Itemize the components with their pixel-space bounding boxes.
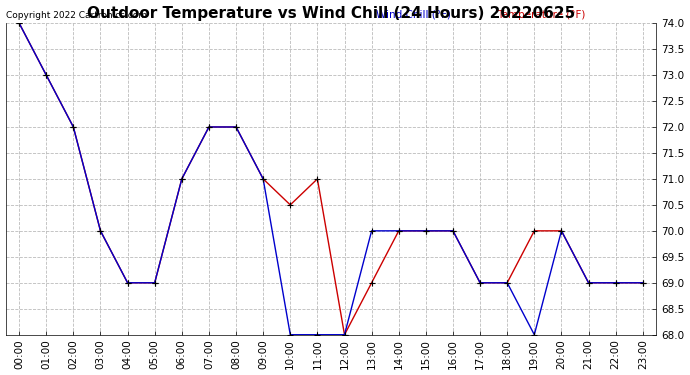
Line: Temperature (°F): Temperature (°F) — [16, 20, 647, 338]
Temperature (°F) — [205, 125, 213, 129]
Temperature (°F) — [340, 333, 348, 337]
Wind Chill (°F) — [584, 280, 593, 285]
Wind Chill (°F) — [503, 280, 511, 285]
Title: Outdoor Temperature vs Wind Chill (24 Hours) 20220625: Outdoor Temperature vs Wind Chill (24 Ho… — [87, 6, 575, 21]
Text: Wind Chill (°F): Wind Chill (°F) — [377, 10, 455, 20]
Wind Chill (°F) — [448, 229, 457, 233]
Wind Chill (°F) — [124, 280, 132, 285]
Wind Chill (°F) — [177, 177, 186, 181]
Wind Chill (°F) — [150, 280, 159, 285]
Temperature (°F) — [150, 280, 159, 285]
Temperature (°F) — [232, 125, 240, 129]
Temperature (°F) — [69, 125, 77, 129]
Temperature (°F) — [558, 229, 566, 233]
Wind Chill (°F) — [286, 333, 295, 337]
Temperature (°F) — [42, 73, 50, 77]
Wind Chill (°F) — [205, 125, 213, 129]
Wind Chill (°F) — [368, 229, 376, 233]
Text: Copyright 2022 Cartronics.com: Copyright 2022 Cartronics.com — [6, 11, 146, 20]
Temperature (°F) — [15, 21, 23, 26]
Temperature (°F) — [368, 280, 376, 285]
Temperature (°F) — [259, 177, 267, 181]
Wind Chill (°F) — [340, 333, 348, 337]
Temperature (°F) — [476, 280, 484, 285]
Temperature (°F) — [611, 280, 620, 285]
Wind Chill (°F) — [558, 229, 566, 233]
Temperature (°F) — [639, 280, 647, 285]
Temperature (°F) — [313, 177, 322, 181]
Temperature (°F) — [422, 229, 430, 233]
Wind Chill (°F) — [530, 333, 538, 337]
Temperature (°F) — [286, 202, 295, 207]
Temperature (°F) — [97, 229, 105, 233]
Temperature (°F) — [395, 229, 403, 233]
Line: Wind Chill (°F): Wind Chill (°F) — [16, 20, 647, 338]
Wind Chill (°F) — [232, 125, 240, 129]
Temperature (°F) — [530, 229, 538, 233]
Wind Chill (°F) — [611, 280, 620, 285]
Wind Chill (°F) — [476, 280, 484, 285]
Wind Chill (°F) — [15, 21, 23, 26]
Temperature (°F) — [448, 229, 457, 233]
Wind Chill (°F) — [69, 125, 77, 129]
Wind Chill (°F) — [259, 177, 267, 181]
Wind Chill (°F) — [97, 229, 105, 233]
Temperature (°F) — [503, 280, 511, 285]
Text: Temperature (°F): Temperature (°F) — [497, 10, 585, 20]
Wind Chill (°F) — [313, 333, 322, 337]
Temperature (°F) — [584, 280, 593, 285]
Wind Chill (°F) — [639, 280, 647, 285]
Wind Chill (°F) — [422, 229, 430, 233]
Wind Chill (°F) — [42, 73, 50, 77]
Wind Chill (°F) — [395, 229, 403, 233]
Temperature (°F) — [124, 280, 132, 285]
Temperature (°F) — [177, 177, 186, 181]
